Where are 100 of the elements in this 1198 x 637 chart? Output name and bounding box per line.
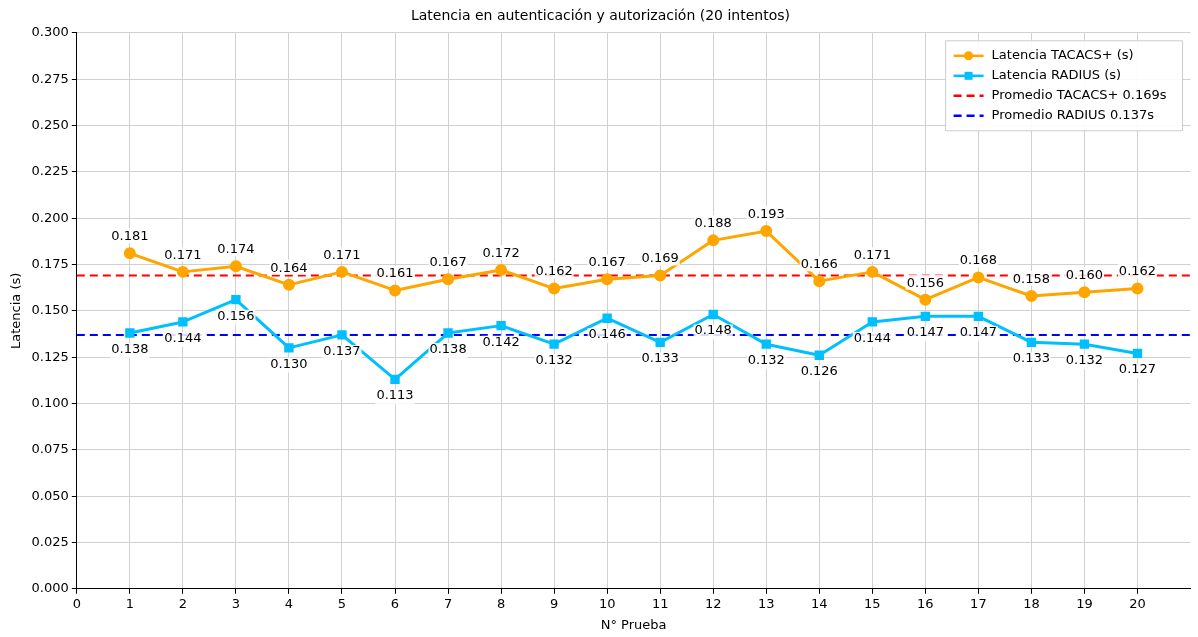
- data-label: 0.168: [959, 252, 997, 268]
- point: [708, 309, 718, 320]
- y-axis-title: Latencia (s): [8, 272, 24, 349]
- x-tick-label: 9: [549, 595, 559, 611]
- x-axis-title: N° Prueba: [600, 616, 667, 632]
- data-label: 0.169: [641, 250, 679, 266]
- x-tick-label: 16: [917, 595, 934, 611]
- data-label: 0.156: [217, 307, 255, 323]
- data-label: 0.181: [111, 228, 149, 244]
- data-label: 0.132: [535, 352, 573, 368]
- point: [178, 317, 188, 327]
- point: [390, 374, 400, 385]
- y-tick-label: 0.225: [31, 163, 69, 179]
- y-tick-label: 0.175: [31, 255, 69, 271]
- y-tick-label: 0.050: [31, 487, 69, 503]
- x-tick-label: 14: [811, 595, 828, 611]
- x-tick-label: 0: [72, 595, 81, 611]
- data-label: 0.148: [694, 322, 732, 338]
- point: [442, 273, 455, 286]
- point: [548, 282, 561, 295]
- point: [495, 264, 508, 277]
- x-tick-label: 10: [598, 595, 616, 611]
- point: [866, 265, 879, 278]
- point: [602, 313, 612, 323]
- point: [761, 339, 771, 349]
- x-tick-label: 15: [864, 595, 881, 611]
- x-tick-label: 11: [651, 595, 669, 611]
- data-label: 0.188: [694, 215, 732, 231]
- point: [443, 328, 453, 338]
- chart-title: Latencia en autenticación y autorización (20 intentos): [410, 7, 791, 24]
- data-label: 0.156: [906, 274, 944, 290]
- x-tick-label: 18: [1023, 595, 1040, 611]
- y-tick-label: 0.300: [31, 24, 69, 40]
- y-tick-label: 0.125: [31, 348, 69, 364]
- point: [1026, 337, 1037, 347]
- point: [337, 330, 347, 340]
- point: [707, 234, 720, 247]
- data-label: 0.138: [429, 340, 467, 356]
- x-tick-label: 4: [284, 595, 294, 611]
- point: [1131, 282, 1144, 295]
- data-label: 0.132: [747, 352, 785, 368]
- data-label: 0.171: [853, 246, 891, 262]
- data-label: 0.162: [1118, 263, 1157, 279]
- point: [655, 337, 665, 347]
- data-label: 0.147: [959, 324, 997, 340]
- data-label: 0.172: [482, 244, 520, 260]
- data-label: 0.142: [482, 333, 520, 349]
- x-tick-label: 20: [1129, 595, 1146, 611]
- point: [601, 273, 614, 286]
- data-label: 0.147: [906, 324, 944, 340]
- point: [814, 350, 824, 360]
- legend-label: Promedio RADIUS 0.137s: [991, 107, 1155, 123]
- data-label: 0.167: [588, 254, 626, 270]
- x-tick-label: 5: [337, 595, 347, 611]
- data-label: 0.133: [1012, 350, 1051, 366]
- point: [549, 339, 559, 349]
- y-tick-label: 0.200: [31, 209, 69, 225]
- data-label: 0.127: [1118, 361, 1157, 377]
- legend-label: Promedio TACACS+ 0.169s: [991, 87, 1167, 103]
- data-label: 0.174: [217, 241, 255, 257]
- point: [176, 265, 189, 278]
- point: [284, 343, 294, 353]
- point: [1132, 348, 1143, 359]
- point: [231, 295, 241, 305]
- point: [1079, 339, 1090, 349]
- x-tick-label: 19: [1076, 595, 1093, 611]
- x-tick-label: 6: [390, 595, 400, 611]
- x-tick-label: 7: [443, 595, 453, 611]
- data-label: 0.193: [747, 205, 785, 221]
- data-label: 0.164: [270, 259, 308, 275]
- x-tick-label: 3: [231, 595, 241, 611]
- y-tick-label: 0.000: [31, 580, 69, 596]
- y-tick-label: 0.250: [31, 116, 69, 132]
- y-tick-label: 0.025: [31, 533, 69, 549]
- x-tick-label: 13: [757, 595, 775, 611]
- data-label: 0.113: [376, 387, 414, 403]
- x-tick-label: 17: [970, 595, 987, 611]
- data-label: 0.130: [270, 355, 308, 371]
- x-tick-label: 2: [178, 595, 188, 611]
- data-label: 0.137: [323, 342, 361, 358]
- x-tick-label: 12: [704, 595, 722, 611]
- data-label: 0.144: [164, 329, 202, 345]
- point: [972, 271, 985, 284]
- point: [1025, 289, 1038, 302]
- point: [125, 328, 135, 338]
- x-tick-label: 8: [496, 595, 506, 611]
- legend-label: Latencia RADIUS (s): [991, 67, 1122, 83]
- data-label: 0.171: [323, 246, 361, 262]
- y-tick-label: 0.100: [31, 394, 69, 410]
- point: [389, 284, 402, 297]
- data-label: 0.126: [800, 363, 838, 379]
- point: [813, 275, 826, 288]
- legend-label: Latencia TACACS+ (s): [991, 47, 1134, 63]
- data-label: 0.167: [429, 254, 467, 270]
- point: [867, 317, 877, 327]
- point: [335, 265, 348, 278]
- data-label: 0.158: [1012, 270, 1051, 286]
- point: [1078, 286, 1091, 299]
- point: [654, 269, 667, 282]
- data-label: 0.160: [1065, 267, 1104, 283]
